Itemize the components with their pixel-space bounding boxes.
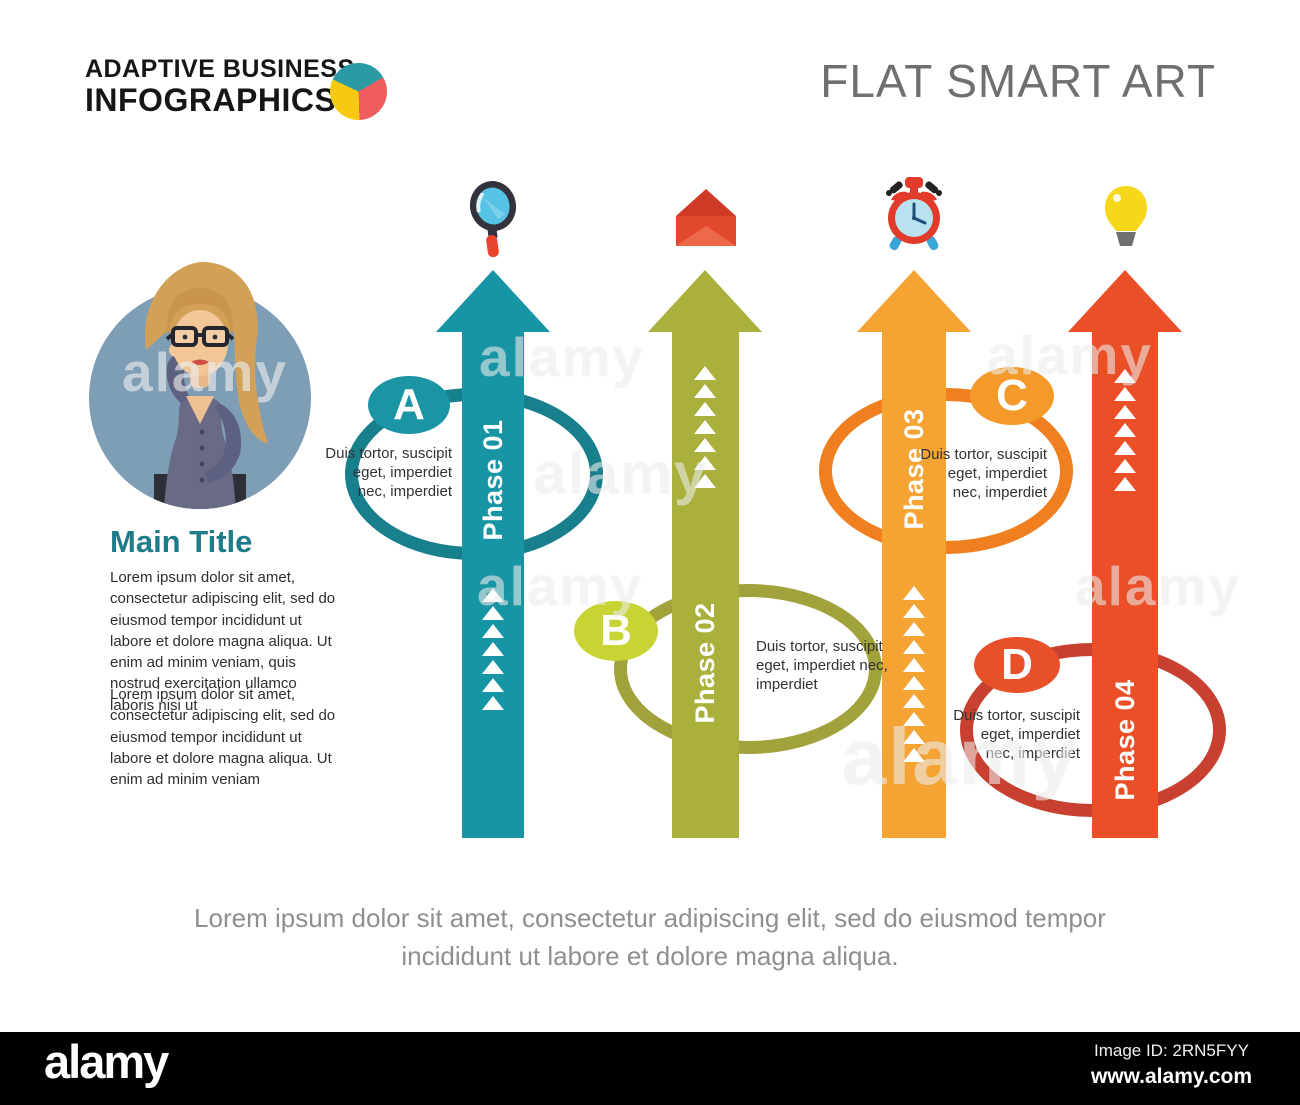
phase-01-chevrons	[482, 588, 504, 710]
logo: ADAPTIVE BUSINESS INFOGRAPHICS	[85, 55, 355, 118]
footer-info: Image ID: 2RN5FYY www.alamy.com	[1091, 1041, 1252, 1089]
phase-04-label: Phase 04	[1109, 679, 1140, 801]
phase-03-arrow-head	[857, 270, 971, 332]
phase-02-label: Phase 02	[689, 602, 720, 724]
phase-02-description: Duis tortor, suscipit eget, imperdiet ne…	[756, 638, 888, 694]
alamy-logo: alamy	[44, 1035, 169, 1088]
pie-chart-logo-icon	[330, 63, 387, 120]
phase-04-arrow-head	[1068, 270, 1182, 332]
body-paragraph-2: Lorem ipsum dolor sit amet, consectetur …	[110, 686, 336, 789]
phase-02-arrow-head	[648, 270, 762, 332]
logo-line1: ADAPTIVE BUSINESS	[85, 55, 355, 83]
phase-01-badge: A	[368, 376, 450, 434]
phase-02-chevrons	[694, 366, 716, 488]
phase-01-arrow-shaft	[462, 330, 524, 838]
businesswoman-avatar	[89, 261, 311, 509]
phase-01-description: Duis tortor, suscipit eget, imperdiet ne…	[325, 445, 452, 501]
phase-03-chevrons	[903, 586, 925, 762]
phase-01-arrow-head	[436, 270, 550, 332]
phase-03-description: Duis tortor, suscipit eget, imperdiet ne…	[920, 446, 1047, 502]
phase-04-badge: D	[974, 637, 1060, 693]
envelope-icon	[676, 189, 736, 246]
light-bulb-icon	[1105, 186, 1147, 246]
body-paragraph-1: Lorem ipsum dolor sit amet, consectetur …	[110, 569, 336, 714]
image-id: Image ID: 2RN5FYY	[1093, 1041, 1249, 1060]
phase-04-description: Duis tortor, suscipit eget, imperdiet ne…	[953, 707, 1080, 763]
main-title: Main Title	[110, 524, 253, 559]
phase-01-label: Phase 01	[477, 419, 508, 541]
phase-03-badge: C	[970, 367, 1054, 425]
magnifier-icon	[469, 181, 517, 258]
phase-02-badge: B	[574, 601, 658, 661]
alamy-footer-bar: alamy Image ID: 2RN5FYY www.alamy.com	[0, 1032, 1300, 1105]
logo-line2: INFOGRAPHICS	[85, 82, 337, 118]
phase-04-chevrons	[1114, 369, 1136, 491]
alarm-clock-icon	[886, 177, 942, 251]
alamy-url: www.alamy.com	[1090, 1065, 1252, 1088]
page-title: FLAT SMART ART	[820, 55, 1216, 107]
bottom-caption: Lorem ipsum dolor sit amet, consectetur …	[194, 903, 1106, 971]
